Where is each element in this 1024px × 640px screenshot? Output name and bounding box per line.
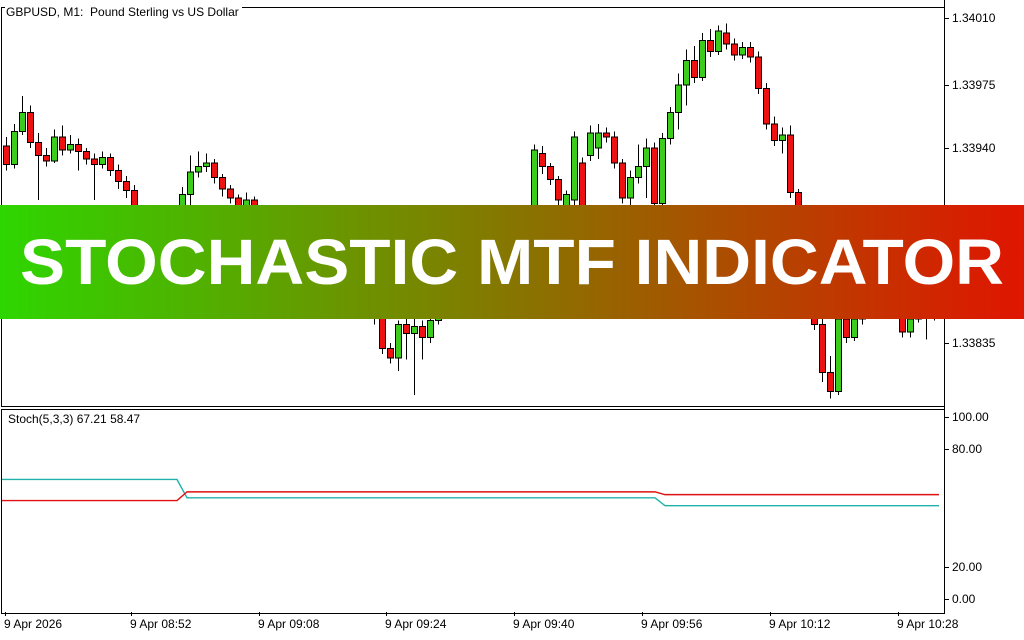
time-axis-label: 9 Apr 08:52 [130,617,192,631]
stochastic-panel-frame [1,409,945,614]
banner-canvas: STOCHASTIC MTF INDICATOR [0,205,1024,319]
price-axis-label: 1.33940 [952,141,996,155]
stoch-axis-label: 80.00 [952,442,983,456]
time-axis-label: 9 Apr 09:56 [641,617,703,631]
stoch-axis-label: 100.00 [952,410,989,424]
stochastic-main-line [2,478,939,507]
price-axis-label: 1.33975 [952,78,996,92]
time-axis-label: 9 Apr 09:08 [258,617,320,631]
price-axis-label: 1.33835 [952,336,996,350]
promo-banner: STOCHASTIC MTF INDICATOR [0,205,1024,319]
time-axis-label: 9 Apr 10:12 [769,617,831,631]
time-axis-label: 9 Apr 09:24 [385,617,447,631]
chart-title: GBPUSD, M1: Pound Sterling vs US Dollar [5,5,242,20]
stoch-axis-label: 0.00 [952,592,976,606]
time-axis-label: 9 Apr 10:28 [897,617,959,631]
time-axis-label: 9 Apr 2026 [4,617,63,631]
time-axis-label: 9 Apr 09:40 [513,617,575,631]
stochastic-signal-line [2,491,939,502]
price-axis-label: 1.34010 [952,11,996,25]
stochastic-indicator-label: Stoch(5,3,3) 67.21 58.47 [5,412,144,426]
banner-title: STOCHASTIC MTF INDICATOR [20,226,1004,298]
banner-gradient-background [0,205,1024,319]
stoch-axis-label: 20.00 [952,560,983,574]
